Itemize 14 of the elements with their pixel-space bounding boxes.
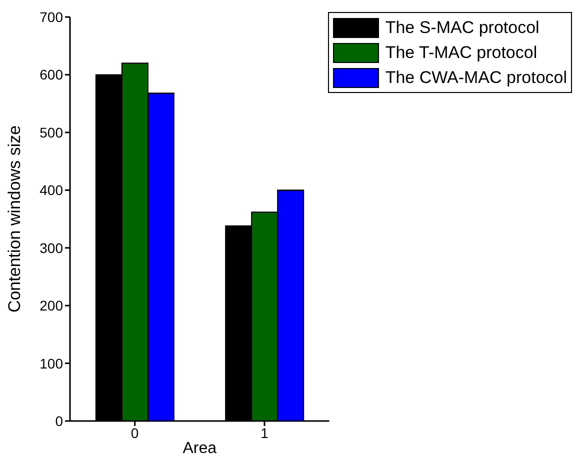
y-tick-label: 300 (40, 240, 64, 256)
y-tick-label: 400 (40, 182, 64, 198)
legend-label: The CWA-MAC protocol (385, 68, 567, 88)
x-axis-title: Area (182, 440, 217, 457)
y-tick-label: 500 (40, 124, 64, 140)
legend-label: The S-MAC protocol (385, 18, 540, 38)
y-tick-label: 700 (40, 8, 64, 25)
x-tick-label: 1 (260, 424, 269, 441)
y-tick-label: 0 (55, 412, 64, 429)
legend-label: The T-MAC protocol (385, 42, 538, 62)
y-axis-title: Contention windows size (5, 125, 24, 313)
y-tick-label: 100 (40, 355, 64, 372)
y-tick-label: 200 (40, 298, 64, 314)
y-tick-label: 600 (40, 66, 64, 83)
